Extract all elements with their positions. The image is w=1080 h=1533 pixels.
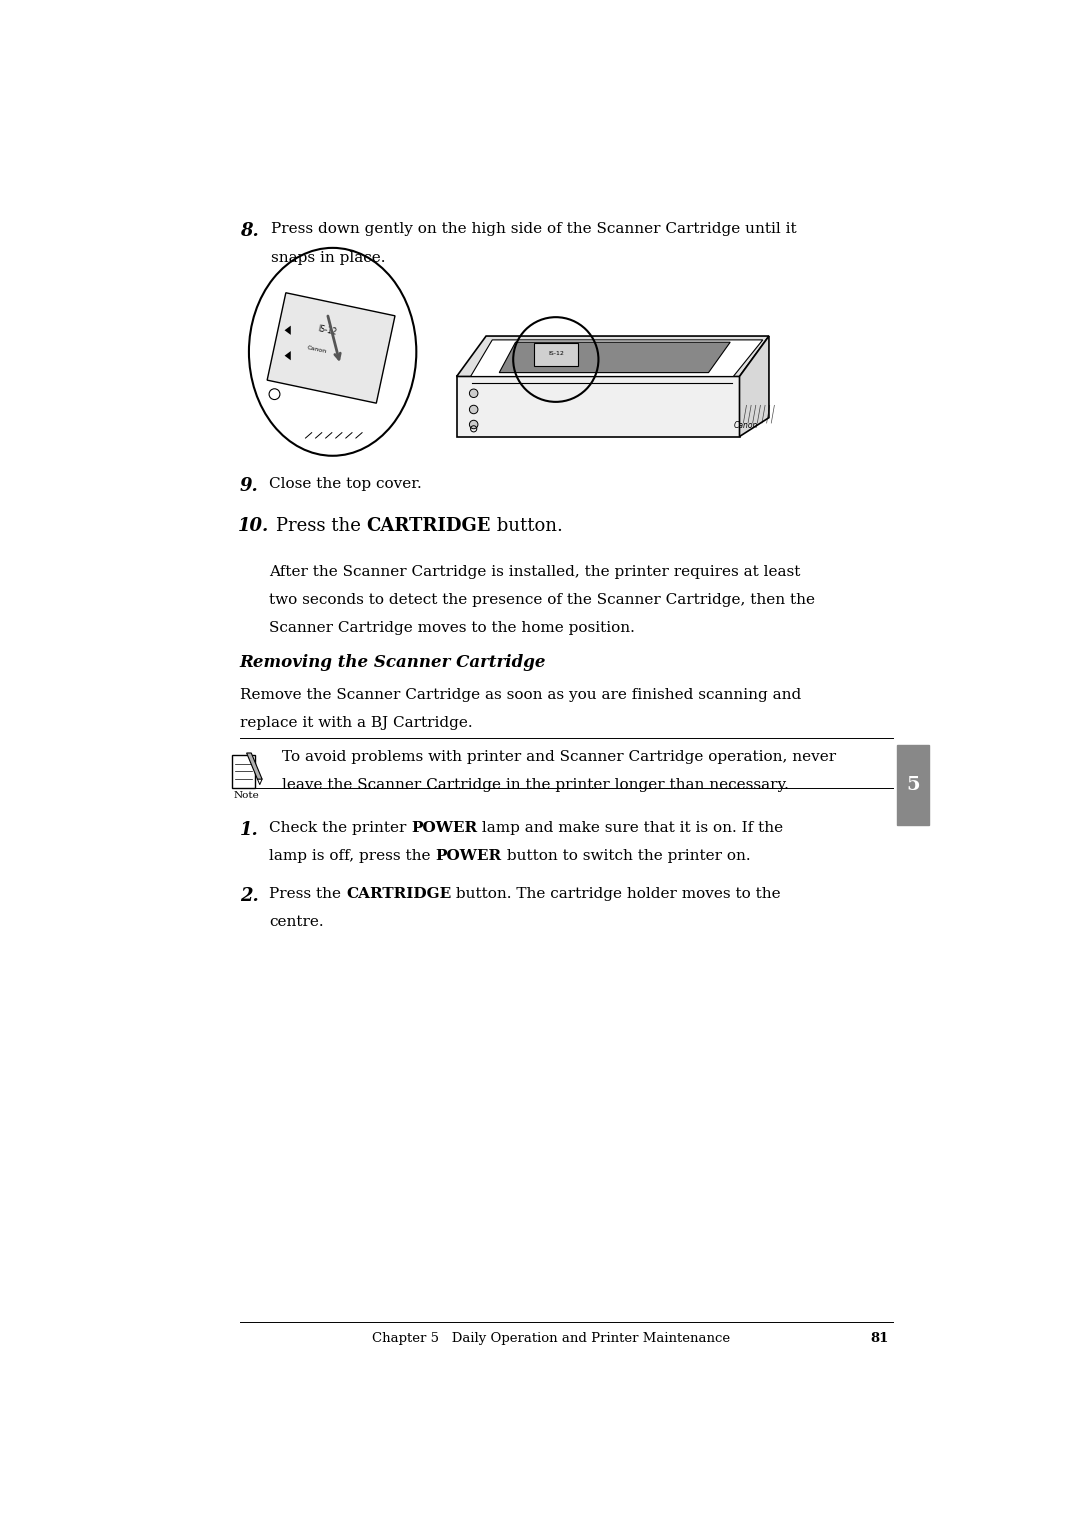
Circle shape [470, 389, 478, 397]
Text: Removing the Scanner Cartridge: Removing the Scanner Cartridge [240, 655, 546, 671]
Polygon shape [267, 293, 395, 403]
Text: button to switch the printer on.: button to switch the printer on. [501, 849, 751, 863]
Text: POWER: POWER [411, 820, 477, 835]
Text: 10.: 10. [238, 517, 269, 535]
Polygon shape [284, 351, 291, 360]
Text: Canon: Canon [307, 345, 327, 354]
Polygon shape [457, 336, 769, 377]
Text: 81: 81 [870, 1332, 889, 1344]
Text: IS-12: IS-12 [316, 325, 338, 337]
Text: After the Scanner Cartridge is installed, the printer requires at least: After the Scanner Cartridge is installed… [269, 566, 800, 579]
Text: Check the printer: Check the printer [269, 820, 411, 835]
Text: POWER: POWER [435, 849, 501, 863]
Text: Press the: Press the [276, 517, 367, 535]
Text: button. The cartridge holder moves to the: button. The cartridge holder moves to th… [451, 888, 781, 901]
Text: replace it with a BJ Cartridge.: replace it with a BJ Cartridge. [240, 716, 472, 730]
Text: centre.: centre. [269, 915, 324, 929]
Text: Close the top cover.: Close the top cover. [269, 477, 422, 492]
Text: leave the Scanner Cartridge in the printer longer than necessary.: leave the Scanner Cartridge in the print… [282, 779, 789, 793]
Text: snaps in place.: snaps in place. [271, 250, 386, 265]
Text: CARTRIDGE: CARTRIDGE [367, 517, 491, 535]
Text: CARTRIDGE: CARTRIDGE [346, 888, 451, 901]
Polygon shape [284, 325, 291, 334]
Text: Chapter 5   Daily Operation and Printer Maintenance: Chapter 5 Daily Operation and Printer Ma… [372, 1332, 730, 1344]
Polygon shape [246, 753, 262, 779]
Polygon shape [457, 377, 740, 437]
Text: 2.: 2. [240, 888, 258, 904]
Text: Remove the Scanner Cartridge as soon as you are finished scanning and: Remove the Scanner Cartridge as soon as … [240, 688, 801, 702]
Text: Note: Note [233, 791, 259, 800]
Text: 5: 5 [906, 776, 920, 794]
Circle shape [470, 405, 478, 414]
Text: lamp and make sure that it is on. If the: lamp and make sure that it is on. If the [477, 820, 784, 835]
Circle shape [470, 420, 478, 429]
Text: Scanner Cartridge moves to the home position.: Scanner Cartridge moves to the home posi… [269, 621, 635, 635]
Text: To avoid problems with printer and Scanner Cartridge operation, never: To avoid problems with printer and Scann… [282, 750, 836, 763]
Text: lamp is off, press the: lamp is off, press the [269, 849, 435, 863]
Text: Canon: Canon [733, 422, 758, 431]
Polygon shape [535, 342, 578, 366]
Text: Press the: Press the [269, 888, 346, 901]
FancyBboxPatch shape [232, 754, 255, 788]
Text: Press down gently on the high side of the Scanner Cartridge until it: Press down gently on the high side of th… [271, 222, 796, 236]
Text: IS-12: IS-12 [548, 351, 564, 356]
Text: 8.: 8. [240, 222, 258, 241]
Bar [896, 745, 930, 825]
Polygon shape [740, 336, 769, 437]
Polygon shape [499, 342, 730, 373]
Text: two seconds to detect the presence of the Scanner Cartridge, then the: two seconds to detect the presence of th… [269, 593, 815, 607]
Polygon shape [471, 340, 762, 377]
Text: 9.: 9. [240, 477, 258, 495]
Text: 1.: 1. [240, 820, 258, 839]
Text: button.: button. [491, 517, 563, 535]
